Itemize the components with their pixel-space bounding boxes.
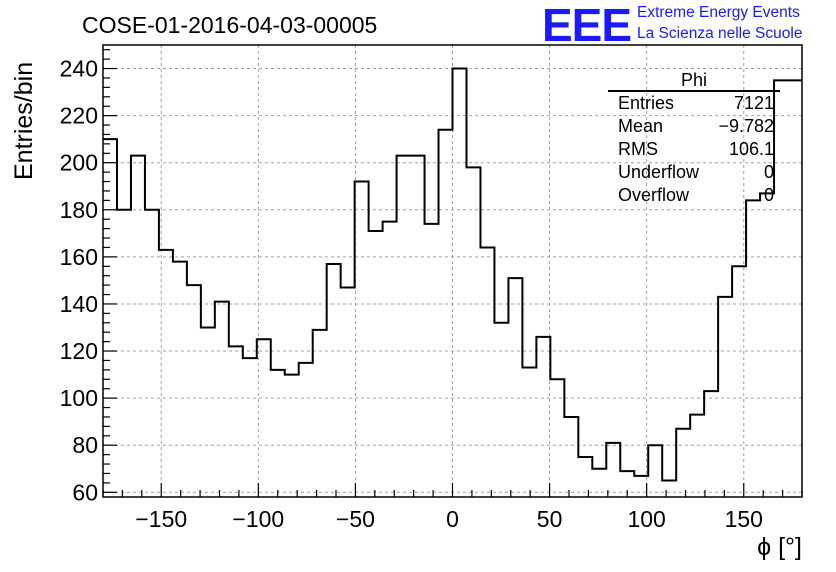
x-tick-label: 150 xyxy=(725,506,763,532)
histogram-line xyxy=(103,67,802,482)
histogram-bin xyxy=(606,443,620,497)
axis-ticks xyxy=(102,49,803,497)
stats-box-title: Phi xyxy=(608,70,780,92)
y-tick-label: 120 xyxy=(60,338,98,364)
y-axis-label: Entries/bin xyxy=(10,61,38,180)
histogram-bin xyxy=(578,457,592,497)
stats-label: Underflow xyxy=(618,162,700,182)
histogram-bin xyxy=(131,156,145,497)
histogram-bin xyxy=(103,139,117,497)
y-tick-label: 200 xyxy=(60,150,98,176)
stats-row-mean: Mean −9.782 xyxy=(608,115,780,138)
histogram-bin xyxy=(522,368,536,497)
histogram-bin xyxy=(425,224,439,497)
stats-value: 7121 xyxy=(733,93,774,113)
histogram-bin xyxy=(173,262,187,497)
histogram-bin xyxy=(341,287,355,497)
x-tick-label: 50 xyxy=(537,506,563,532)
histogram-bin xyxy=(187,285,201,497)
eee-logo: EEE xyxy=(542,0,632,51)
stats-label: Overflow xyxy=(618,185,690,205)
y-tick-label: 240 xyxy=(60,56,98,82)
y-tick-label: 180 xyxy=(60,197,98,223)
y-tick-label: 140 xyxy=(60,291,98,317)
stats-row-underflow: Underflow 0 xyxy=(608,161,780,184)
histogram-bin xyxy=(229,346,243,497)
y-tick-label: 100 xyxy=(60,385,98,411)
y-tick-label: 80 xyxy=(72,432,98,458)
x-tick-label: −100 xyxy=(232,506,284,532)
histogram-bin xyxy=(397,156,411,497)
histogram-bin xyxy=(662,481,676,497)
histogram-bin xyxy=(508,278,522,497)
histogram-bin xyxy=(718,297,732,497)
x-axis-label: ϕ [°] xyxy=(757,533,802,561)
histogram-bin xyxy=(466,167,480,497)
stats-box: Phi Entries 7121 Mean −9.782 RMS 106.1 U… xyxy=(608,70,780,207)
histogram-bin xyxy=(746,200,760,497)
histogram-bin xyxy=(355,182,369,497)
stats-value: −9.782 xyxy=(718,116,774,136)
histogram-bin xyxy=(215,302,229,497)
x-tick-label: 100 xyxy=(627,506,665,532)
histogram-bin xyxy=(243,358,257,497)
stats-value: 106.1 xyxy=(728,139,774,159)
stats-value: 0 xyxy=(763,185,774,205)
stats-row-entries: Entries 7121 xyxy=(608,92,780,115)
histogram-bin xyxy=(439,130,453,497)
logo-line-1: Extreme Energy Events xyxy=(637,4,800,21)
histogram-series xyxy=(103,67,802,498)
stats-row-rms: RMS 106.1 xyxy=(608,138,780,161)
histogram-bin xyxy=(369,231,383,497)
histogram-bin xyxy=(145,210,159,497)
histogram-bin xyxy=(760,193,774,497)
histogram-bin xyxy=(536,337,550,497)
y-tick-labels: 60 80 100 120 140 160 180 200 220 240 xyxy=(60,56,98,506)
histogram-bin xyxy=(690,415,704,497)
x-tick-label: 0 xyxy=(446,506,459,532)
y-tick-label: 220 xyxy=(60,103,98,129)
histogram-bin xyxy=(564,417,578,497)
y-tick-label: 160 xyxy=(60,244,98,270)
x-tick-label: −150 xyxy=(135,506,187,532)
x-tick-labels: −150 −100 −50 0 50 100 150 xyxy=(135,506,763,532)
stats-label: Entries xyxy=(618,93,675,113)
histogram-bin xyxy=(788,80,802,497)
histogram-bin xyxy=(299,363,313,497)
histogram-bin xyxy=(676,429,690,497)
stats-label: Mean xyxy=(618,116,664,136)
histogram-bin xyxy=(550,379,564,497)
chart-title: COSE-01-2016-04-03-00005 xyxy=(82,12,378,38)
histogram-bin xyxy=(313,330,327,497)
histogram-bin xyxy=(257,339,271,497)
histogram-bin xyxy=(494,323,508,497)
x-tick-label: −50 xyxy=(336,506,375,532)
histogram-bin xyxy=(453,69,467,497)
histogram-bin xyxy=(383,222,397,497)
histogram-bin xyxy=(704,391,718,497)
histogram-bin xyxy=(480,247,494,497)
histogram-bin xyxy=(411,156,425,497)
histogram-bin xyxy=(159,250,173,497)
histogram-bin xyxy=(271,370,285,497)
histogram-bin xyxy=(285,375,299,497)
y-tick-label: 60 xyxy=(72,479,98,505)
stats-label: RMS xyxy=(618,139,658,159)
stats-value: 0 xyxy=(763,162,774,182)
histogram-bin xyxy=(732,266,746,497)
histogram-bin xyxy=(117,210,131,497)
histogram-bin xyxy=(592,469,606,497)
histogram-bin xyxy=(201,328,215,498)
histogram-bin xyxy=(648,445,662,497)
stats-row-overflow: Overflow 0 xyxy=(608,184,780,207)
histogram-bin xyxy=(327,264,341,497)
logo-line-2: La Scienza nelle Scuole xyxy=(637,25,803,42)
